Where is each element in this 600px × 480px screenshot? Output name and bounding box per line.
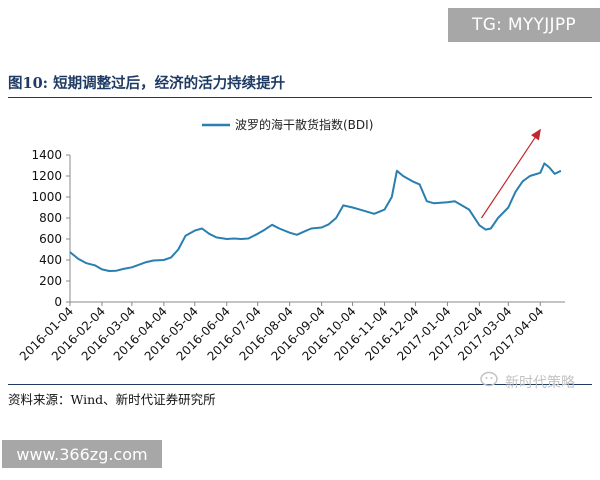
trend-arrow	[480, 128, 541, 219]
y-tick-label: 800	[39, 211, 62, 225]
y-tick-label: 200	[39, 274, 62, 288]
legend-label: 波罗的海干散货指数(BDI)	[235, 117, 373, 132]
source-note: 资料来源：Wind、新时代证券研究所	[8, 392, 216, 407]
bdi-line-chart: 波罗的海干散货指数(BDI)02004006008001000120014002…	[17, 117, 565, 363]
y-tick-label: 400	[39, 253, 62, 267]
y-tick-label: 600	[39, 232, 62, 246]
watermark-text: 新时代策略	[505, 375, 575, 391]
site-badge: www.366zg.com	[2, 440, 162, 468]
tg-badge: TG: MYYJJPP	[448, 8, 600, 42]
source-divider	[8, 384, 592, 385]
title-divider	[8, 97, 592, 98]
y-tick-label: 1400	[31, 148, 62, 162]
figure-title: 图10: 短期调整过后，经济的活力持续提升	[8, 75, 286, 92]
y-tick-label: 1000	[31, 190, 62, 204]
y-tick-label: 1200	[31, 169, 62, 183]
wechat-icon	[480, 371, 498, 387]
series-line-bdi	[69, 162, 562, 272]
y-tick-label: 0	[54, 295, 62, 309]
